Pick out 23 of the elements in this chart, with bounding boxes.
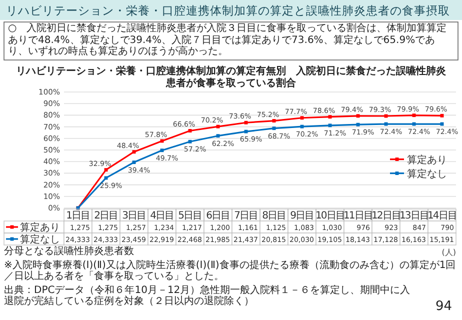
x-tick-label: 7日目: [234, 210, 258, 222]
x-tick-label: 10日目: [315, 210, 345, 222]
x-tick-label: 14日目: [427, 210, 457, 222]
x-tick-label: 6日目: [206, 210, 230, 222]
legend-label: 算定あり: [407, 154, 447, 166]
x-tick-label: 4日目: [150, 210, 174, 222]
x-tick-label: 11日目: [343, 210, 373, 222]
text: (人): [442, 248, 456, 257]
text: 94: [435, 299, 452, 314]
x-tick-label: 1日目: [66, 210, 90, 222]
y-tick-label: 算定あり: [20, 222, 60, 234]
x-tick-label: 8日目: [262, 210, 286, 222]
x-tick-label: 3日目: [122, 210, 146, 222]
x-tick-label: 12日目: [371, 210, 401, 222]
x-tick-label: 5日目: [178, 210, 202, 222]
text: 分母となる誤嚥性肺炎患者数: [4, 246, 135, 258]
chart-title: リハビリテーション・栄養・口腔連携体制加算の算定有無別 入院初日に禁食だった誤嚥性肺炎患者が食事を取っている割合: [16, 65, 447, 89]
y-tick-label: 算定なし: [20, 234, 60, 246]
x-tick-label: 2日目: [94, 210, 118, 222]
legend-label: 算定なし: [407, 168, 447, 180]
text: リハビリテーション・栄養・口腔連携体制加算の算定と誤嚥性肺炎患者の食事摂取: [6, 4, 450, 18]
x-tick-label: 13日目: [399, 210, 429, 222]
x-tick-label: 9日目: [290, 210, 314, 222]
